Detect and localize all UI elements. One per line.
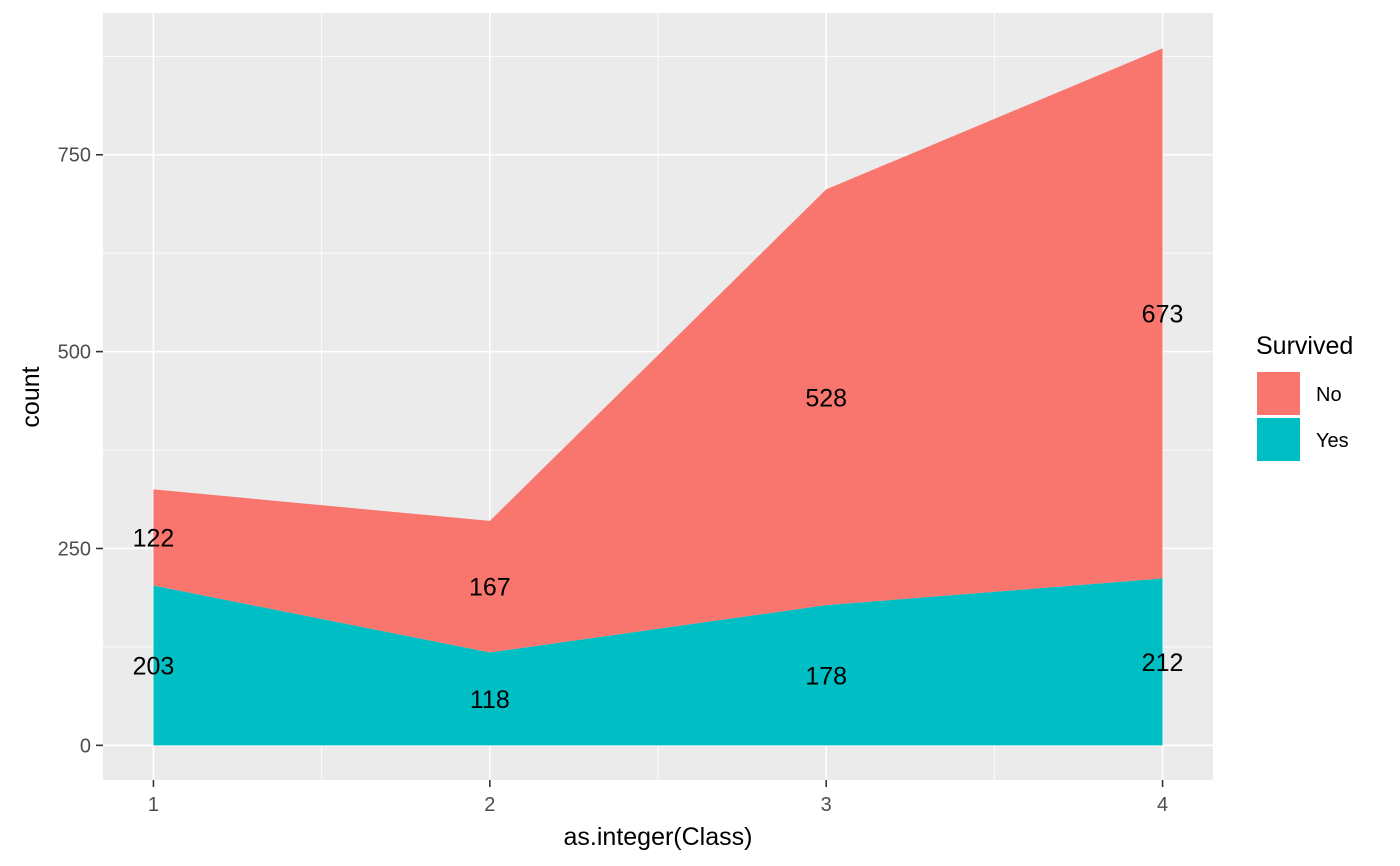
area-no xyxy=(153,48,1163,653)
data-label-no: 528 xyxy=(805,384,847,412)
area-layers xyxy=(153,48,1163,746)
data-label-yes: 203 xyxy=(133,652,175,680)
data-label-yes: 178 xyxy=(805,662,847,690)
y-tick-label: 250 xyxy=(58,538,91,560)
legend-title: Survived xyxy=(1256,332,1353,360)
data-label-no: 167 xyxy=(469,574,511,602)
area-yes xyxy=(153,578,1163,746)
legend-label-yes: Yes xyxy=(1316,430,1349,452)
data-label-yes: 118 xyxy=(470,686,510,714)
legend: Survived No Yes xyxy=(1256,332,1353,461)
y-tick-label: 750 xyxy=(58,145,91,167)
data-label-no: 673 xyxy=(1142,300,1184,328)
axis-ticks xyxy=(96,153,1164,787)
y-tick-label: 0 xyxy=(80,735,91,757)
x-tick-label: 2 xyxy=(484,794,495,816)
y-axis-title: count xyxy=(17,366,45,427)
x-axis-title: as.integer(Class) xyxy=(564,823,753,851)
data-label-no: 122 xyxy=(133,524,175,552)
x-tick-label: 4 xyxy=(1157,794,1168,816)
data-labels: 203 122 118 167 178 528 212 673 xyxy=(133,300,1184,713)
legend-key-no xyxy=(1257,372,1300,415)
data-label-yes: 212 xyxy=(1142,649,1184,677)
x-tick-label: 3 xyxy=(821,794,832,816)
legend-key-yes xyxy=(1257,418,1300,461)
tick-labels: 1 2 3 4 0 250 500 750 xyxy=(58,145,1168,816)
x-tick-label: 1 xyxy=(148,794,159,816)
legend-label-no: No xyxy=(1316,384,1342,406)
y-tick-label: 500 xyxy=(58,342,91,364)
